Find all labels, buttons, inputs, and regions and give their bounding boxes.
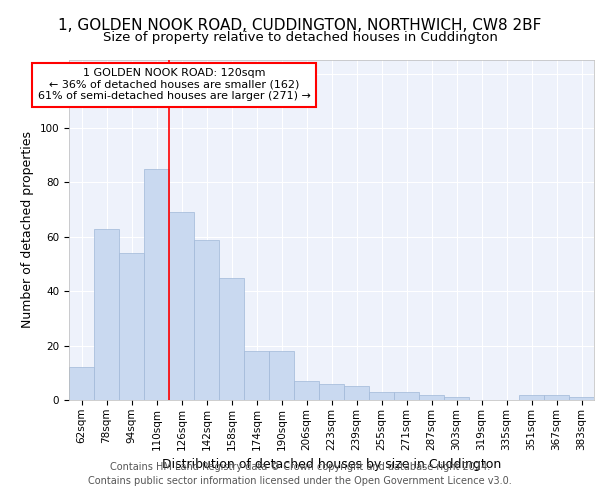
Bar <box>394 392 419 400</box>
Bar <box>369 392 394 400</box>
Bar <box>544 394 569 400</box>
Bar <box>119 253 144 400</box>
Text: Contains HM Land Registry data © Crown copyright and database right 2024.: Contains HM Land Registry data © Crown c… <box>110 462 490 472</box>
Bar <box>319 384 344 400</box>
Bar <box>169 212 194 400</box>
Bar <box>419 394 444 400</box>
Text: 1 GOLDEN NOOK ROAD: 120sqm
← 36% of detached houses are smaller (162)
61% of sem: 1 GOLDEN NOOK ROAD: 120sqm ← 36% of deta… <box>38 68 310 102</box>
Bar <box>269 351 294 400</box>
Bar <box>219 278 244 400</box>
Bar <box>569 398 594 400</box>
Bar <box>519 394 544 400</box>
X-axis label: Distribution of detached houses by size in Cuddington: Distribution of detached houses by size … <box>162 458 501 471</box>
Bar <box>344 386 369 400</box>
Y-axis label: Number of detached properties: Number of detached properties <box>21 132 34 328</box>
Bar <box>94 228 119 400</box>
Bar <box>69 368 94 400</box>
Text: 1, GOLDEN NOOK ROAD, CUDDINGTON, NORTHWICH, CW8 2BF: 1, GOLDEN NOOK ROAD, CUDDINGTON, NORTHWI… <box>58 18 542 32</box>
Bar <box>294 381 319 400</box>
Bar <box>444 398 469 400</box>
Text: Contains public sector information licensed under the Open Government Licence v3: Contains public sector information licen… <box>88 476 512 486</box>
Bar <box>144 169 169 400</box>
Bar <box>194 240 219 400</box>
Bar <box>244 351 269 400</box>
Text: Size of property relative to detached houses in Cuddington: Size of property relative to detached ho… <box>103 31 497 44</box>
